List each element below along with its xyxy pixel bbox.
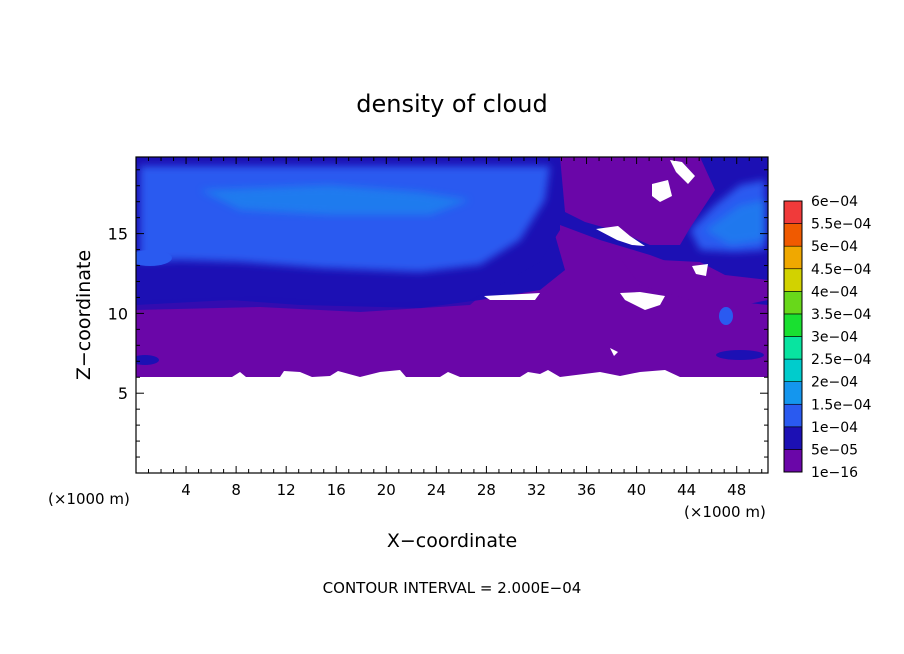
x-tick-label: 40 (627, 481, 646, 499)
legend-frame (783, 200, 803, 473)
cloud-core-left (140, 166, 550, 272)
legend-label: 2e−04 (811, 375, 858, 391)
y-axis: 5 10 15 (108, 169, 768, 458)
x-tick-label: 28 (477, 481, 496, 499)
legend-label: 2.5e−04 (811, 352, 872, 368)
legend-swatch (783, 268, 803, 292)
cloud-spot-1 (136, 250, 172, 266)
contour-interval-footer: CONTOUR INTERVAL = 2.000E−04 (323, 579, 582, 597)
legend-swatch (783, 403, 803, 428)
clear-patch-1 (596, 226, 645, 246)
clear-patch-3 (670, 160, 695, 184)
x-tick-label: 48 (727, 481, 746, 499)
legend-label: 5e−05 (811, 442, 858, 458)
y-axis-label: Z−coordinate (73, 250, 95, 380)
legend-label: 1e−16 (811, 465, 858, 481)
x-unit-right: (×1000 m) (684, 503, 766, 521)
cloud-wedge-purple (560, 157, 715, 245)
clear-patch-6 (692, 264, 708, 276)
x-unit-left: (×1000 m) (48, 490, 130, 508)
legend-swatch (783, 245, 803, 270)
legend-swatch (783, 358, 803, 382)
chart-title: density of cloud (356, 90, 547, 118)
legend-swatch (783, 336, 803, 360)
legend-swatch (783, 313, 803, 337)
x-tick-label: 20 (377, 481, 396, 499)
x-tick-label: 4 (181, 481, 191, 499)
legend-label: 3.5e−04 (811, 307, 872, 323)
x-axis: 4 8 12 16 20 24 28 32 36 40 44 48 (148, 157, 763, 499)
cloud-patch-light-1 (200, 185, 470, 215)
x-tick-label: 24 (427, 481, 446, 499)
legend-label: 4e−04 (811, 284, 858, 300)
x-tick-label: 36 (577, 481, 596, 499)
cloud-spot-3 (716, 350, 764, 360)
clear-patch-2 (652, 180, 672, 202)
legend-label: 1.5e−04 (811, 397, 872, 413)
cloud-spot-4 (719, 307, 733, 325)
cloud-edge-dark (136, 292, 485, 312)
legend-label: 6e−04 (811, 194, 858, 210)
legend-label: 1e−04 (811, 420, 858, 436)
x-tick-label: 16 (327, 481, 346, 499)
legend-label: 3e−04 (811, 330, 858, 346)
y-tick-label: 10 (108, 304, 128, 323)
x-tick-label: 32 (527, 481, 546, 499)
x-tick-label: 12 (277, 481, 296, 499)
x-tick-label: 8 (231, 481, 241, 499)
y-tick-label: 5 (118, 384, 128, 403)
legend-label: 5.5e−04 (811, 217, 872, 233)
cloud-wedge-purple-2 (620, 258, 768, 310)
clear-patch-7 (610, 348, 618, 356)
color-legend: 1e−16 5e−05 1e−04 1.5e−04 2e−04 2.5e−04 3e−04 3… (783, 194, 872, 481)
plot-area (136, 157, 768, 473)
legend-swatch (783, 223, 803, 247)
legend-swatch (783, 200, 803, 224)
legend-swatch (783, 426, 803, 450)
plot-frame (135, 156, 769, 474)
clear-sky-below (136, 370, 768, 473)
legend-label: 5e−04 (811, 239, 858, 255)
legend-swatch (783, 381, 803, 405)
x-axis-label: X−coordinate (387, 530, 517, 552)
legend-swatch (783, 291, 803, 315)
x-tick-label: 44 (677, 481, 696, 499)
cloud-patch-light-2 (705, 200, 765, 245)
legend-swatch (783, 449, 803, 473)
cloud-spot-2 (136, 355, 159, 365)
y-tick-label: 15 (108, 225, 128, 244)
clear-patch-5 (620, 292, 665, 310)
clear-patch-4 (484, 293, 540, 300)
legend-label: 4.5e−04 (811, 262, 872, 278)
